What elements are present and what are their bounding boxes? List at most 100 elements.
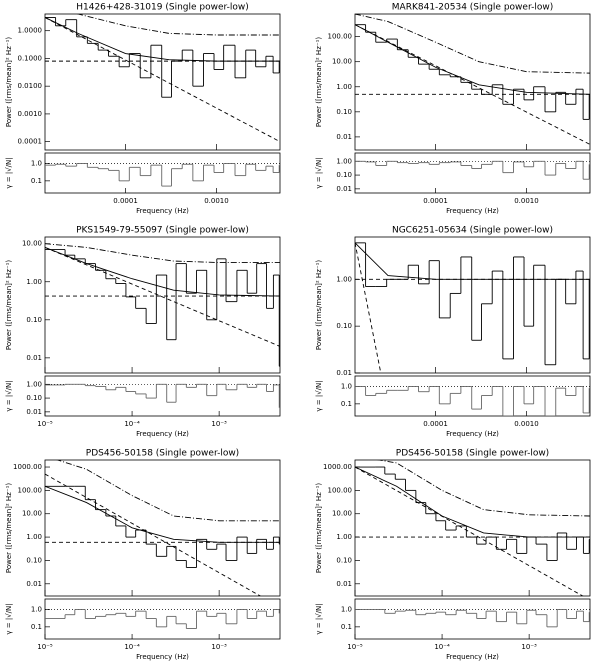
chart-title: MARK841-20534 (Single power-low)	[392, 3, 553, 13]
x-tick-label: 10⁻³	[211, 643, 227, 651]
residual-y-tick-label: 0.01	[336, 185, 352, 193]
model-line	[355, 242, 382, 373]
chart-title: PDS456-50158 (Single power-low)	[86, 449, 239, 459]
y-tick-label: 10.00	[22, 510, 42, 518]
y-tick-label: 1.00	[336, 275, 352, 283]
model-line	[355, 24, 590, 145]
y-axis-label: Power ([rms/mean]² Hz⁻¹)	[315, 260, 323, 350]
y-tick-label: 1.00	[26, 533, 42, 541]
panel: PKS1549-79-55097 (Single power-low) Power…	[5, 226, 281, 438]
y-tick-label: 0.0001	[18, 138, 43, 146]
chart-title: NGC6251-05634 (Single power-low)	[392, 226, 553, 236]
residual-y-tick-label: 0.1	[31, 623, 42, 631]
y-tick-label: 1000.00	[323, 463, 352, 471]
y-tick-label: 0.0010	[18, 110, 43, 118]
y-tick-label: 0.01	[336, 369, 352, 377]
residual-frame	[44, 375, 281, 417]
model-line	[45, 246, 280, 347]
y-tick-label: 0.01	[336, 133, 352, 141]
y-axis-label: Power ([rms/mean]² Hz⁻¹)	[315, 37, 323, 127]
y-tick-label: 10.00	[22, 240, 42, 248]
model-line	[45, 246, 280, 297]
x-tick-label: 10⁻⁴	[124, 643, 140, 651]
plot-frame	[44, 236, 281, 374]
x-axis-label: Frequency (Hz)	[446, 430, 499, 438]
model-line	[45, 17, 280, 143]
chart-title: PDS456-50158 (Single power-low)	[396, 449, 549, 459]
model-line	[355, 466, 584, 596]
panel: MARK841-20534 (Single power-low) Power ([…	[315, 3, 591, 215]
chart-title: PKS1549-79-55097 (Single power-low)	[76, 226, 249, 236]
plot-area	[45, 460, 280, 596]
step-riser	[64, 249, 280, 367]
residual-y-tick-label: 0.10	[26, 394, 42, 402]
residual-frame	[354, 375, 591, 417]
residual-area	[45, 163, 280, 187]
x-tick-label: 10⁻³	[211, 420, 227, 428]
plot-frame	[354, 236, 591, 374]
residual-y-tick-label: 1.0	[31, 605, 42, 613]
residual-area	[355, 160, 590, 180]
plot-area	[45, 14, 280, 143]
y-tick-label: 100.00	[328, 33, 353, 41]
y-tick-label: 0.01	[26, 580, 42, 588]
panel: H1426+428-31019 (Single power-low) Power …	[5, 3, 281, 215]
residual-frame	[354, 152, 591, 194]
y-tick-label: 0.10	[336, 556, 352, 564]
y-tick-label: 10.00	[332, 510, 352, 518]
plot-area	[355, 460, 590, 596]
y-tick-label: 100.00	[18, 486, 43, 494]
model-line	[45, 473, 262, 596]
plot-area	[45, 243, 280, 367]
residual-y-tick-label: 0.10	[336, 171, 352, 179]
residual-y-tick-label: 0.1	[341, 623, 352, 631]
residual-frame	[44, 152, 281, 194]
x-tick-label: 0.0010	[514, 197, 539, 205]
y-tick-label: 0.0100	[18, 82, 43, 90]
x-tick-label: 0.0001	[423, 420, 448, 428]
panel: NGC6251-05634 (Single power-low) Power ([…	[315, 226, 591, 438]
residual-y-tick-label: 1.00	[336, 157, 352, 165]
x-tick-label: 10⁻⁵	[37, 420, 53, 428]
plot-frame	[354, 13, 591, 151]
x-axis-label: Frequency (Hz)	[136, 430, 189, 438]
step-riser	[384, 609, 590, 627]
chart-title: H1426+428-31019 (Single power-low)	[76, 3, 249, 13]
plot-frame	[354, 459, 591, 597]
residual-y-tick-label: 1.00	[26, 380, 42, 388]
model-line	[376, 460, 590, 517]
residual-y-label: γ = |√/N|	[315, 380, 323, 411]
y-tick-label: 0.10	[26, 316, 42, 324]
residual-y-tick-label: 1.0	[341, 605, 352, 613]
x-tick-label: 0.0010	[204, 197, 229, 205]
residual-area	[355, 386, 590, 416]
residual-area	[355, 609, 590, 628]
residual-frame	[354, 598, 591, 640]
step-riser	[84, 486, 280, 568]
residual-area	[45, 383, 280, 409]
y-axis-label: Power ([rms/mean]² Hz⁻¹)	[5, 37, 13, 127]
residual-y-label: γ = |√/N|	[315, 157, 323, 188]
residual-y-label: γ = |√/N|	[315, 603, 323, 634]
x-tick-label: 0.0010	[514, 420, 539, 428]
model-line	[45, 17, 280, 62]
model-line	[355, 466, 590, 538]
step-riser	[365, 386, 590, 416]
residual-y-label: γ = |√/N|	[5, 157, 13, 188]
step-riser	[384, 467, 590, 561]
x-axis-label: Frequency (Hz)	[446, 207, 499, 215]
y-tick-label: 0.10	[26, 556, 42, 564]
x-tick-label: 0.0001	[423, 197, 448, 205]
model-line	[355, 242, 590, 280]
y-tick-label: 0.01	[336, 580, 352, 588]
step-riser	[55, 163, 280, 187]
x-axis-label: Frequency (Hz)	[446, 653, 499, 661]
y-axis-label: Power ([rms/mean]² Hz⁻¹)	[5, 483, 13, 573]
y-tick-label: 10.00	[332, 58, 352, 66]
residual-y-tick-label: 0.1	[31, 177, 42, 185]
plot-frame	[44, 459, 281, 597]
y-tick-label: 0.10	[336, 322, 352, 330]
y-tick-label: 1.00	[336, 533, 352, 541]
x-axis-label: Frequency (Hz)	[136, 207, 189, 215]
